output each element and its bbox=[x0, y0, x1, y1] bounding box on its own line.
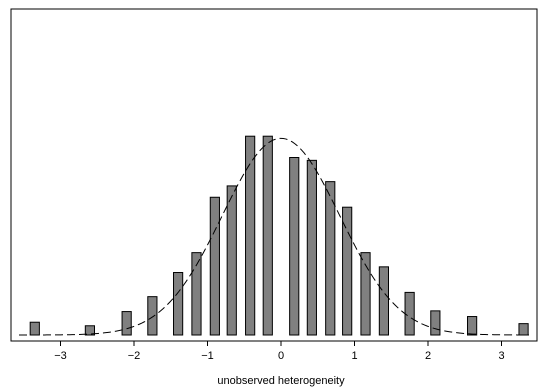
histogram-bar bbox=[147, 296, 158, 336]
histogram-bar bbox=[518, 323, 529, 336]
x-tick-label: 1 bbox=[351, 350, 357, 362]
histogram-bar bbox=[245, 135, 256, 336]
x-tick-label: 2 bbox=[425, 350, 431, 362]
bar-series bbox=[29, 135, 529, 336]
histogram-bar bbox=[342, 206, 353, 336]
histogram-bar bbox=[191, 252, 202, 336]
histogram-bar bbox=[430, 310, 441, 336]
x-axis: −3 −2 −1 0 1 2 3 bbox=[54, 341, 505, 362]
histogram-bar bbox=[84, 325, 95, 336]
density-curve bbox=[19, 137, 529, 336]
histogram-bar bbox=[209, 196, 220, 336]
x-tick-label: 0 bbox=[278, 350, 284, 362]
x-tick-label: −3 bbox=[54, 350, 67, 362]
histogram-bar bbox=[226, 185, 237, 336]
histogram-bar bbox=[360, 252, 371, 336]
histogram-bar bbox=[306, 159, 317, 336]
histogram-bar bbox=[404, 291, 415, 336]
plot-frame bbox=[10, 8, 538, 342]
x-tick-label: 3 bbox=[498, 350, 504, 362]
x-axis-label: unobserved heterogeneity bbox=[217, 375, 345, 387]
histogram-bar bbox=[262, 135, 273, 336]
histogram-bar bbox=[29, 321, 40, 336]
x-tick-label: −1 bbox=[201, 350, 214, 362]
histogram-bar bbox=[325, 181, 336, 336]
histogram-bar bbox=[378, 266, 389, 336]
histogram-bar bbox=[467, 316, 478, 336]
x-tick-label: −2 bbox=[128, 350, 141, 362]
histogram-bar bbox=[173, 272, 184, 336]
histogram-bar bbox=[289, 157, 300, 336]
histogram-bar bbox=[121, 311, 132, 336]
